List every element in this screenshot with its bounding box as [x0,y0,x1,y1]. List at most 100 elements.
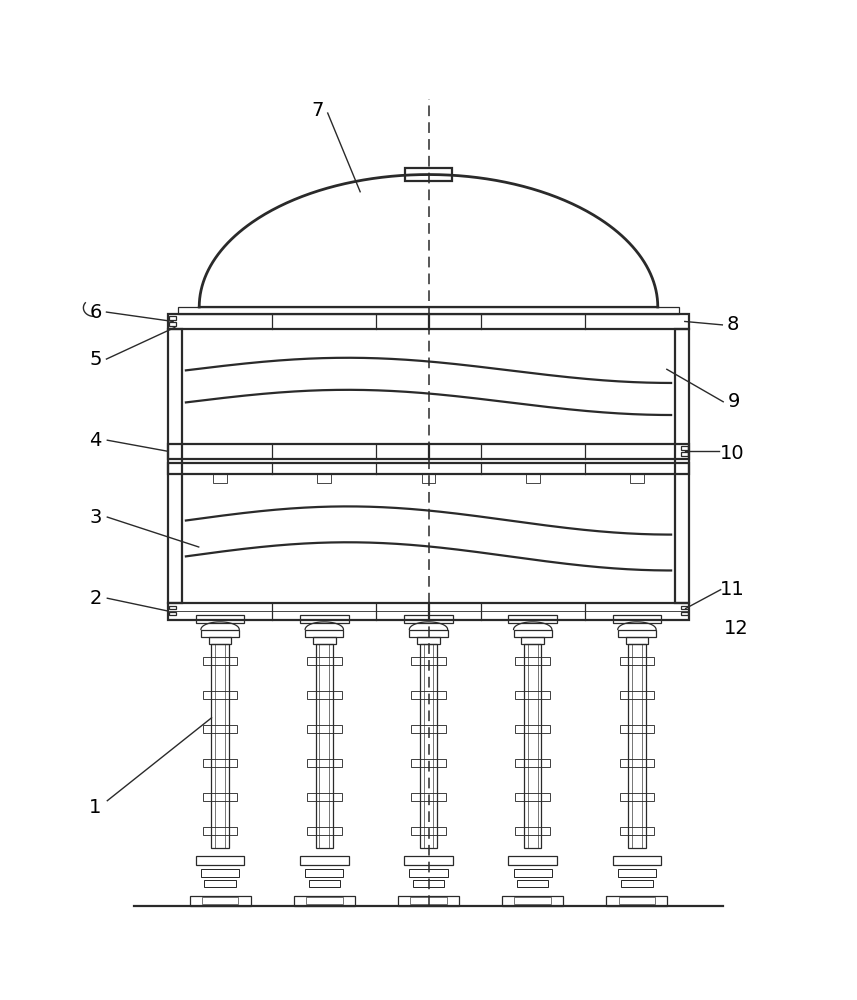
Bar [681,446,688,450]
Bar [526,474,540,483]
Bar [411,691,446,699]
Text: 3: 3 [89,508,101,527]
Bar [620,827,655,835]
Text: 11: 11 [720,580,745,599]
Bar [213,474,227,483]
Bar [405,168,452,181]
Bar [195,856,244,865]
Bar [420,644,437,848]
Bar [515,691,550,699]
Bar [212,644,229,848]
Bar [305,869,344,877]
Bar [307,725,342,733]
Bar [613,856,662,865]
Bar [317,474,331,483]
Bar [169,322,176,326]
Bar [521,637,544,644]
Bar [508,856,557,865]
Bar [307,657,342,665]
Bar [681,612,688,615]
Bar [515,725,550,733]
Bar [209,637,231,644]
Bar [620,691,655,699]
Bar [411,827,446,835]
Bar [201,897,238,904]
Text: 6: 6 [89,303,101,322]
Bar [619,897,656,904]
Bar [675,329,689,603]
Bar [513,869,552,877]
Bar [307,691,342,699]
Bar [607,896,668,906]
Bar [305,630,344,637]
Text: 10: 10 [720,444,745,463]
Text: 1: 1 [89,798,101,817]
Bar [628,644,645,848]
Bar [620,725,655,733]
Bar [411,897,446,904]
Text: 2: 2 [89,589,101,608]
Bar [681,606,688,609]
Bar [515,657,550,665]
Bar [417,637,440,644]
Bar [524,644,542,848]
Bar [168,463,689,474]
Bar [168,444,689,459]
Bar [307,793,342,801]
Bar [515,759,550,767]
Bar [168,314,689,329]
Bar [681,452,688,456]
Bar [411,725,446,733]
Bar [398,896,459,906]
Bar [630,474,644,483]
Bar [515,827,550,835]
Bar [502,896,563,906]
Bar [202,827,237,835]
Bar [307,827,342,835]
Bar [405,856,452,865]
Bar [620,759,655,767]
Text: 7: 7 [311,101,324,120]
Bar [508,615,557,623]
Bar [307,759,342,767]
Bar [309,880,340,887]
Bar [204,880,236,887]
Bar [626,637,648,644]
Text: 8: 8 [727,315,739,334]
Bar [411,657,446,665]
Bar [178,307,679,314]
Bar [411,759,446,767]
Bar [411,793,446,801]
Bar [169,606,176,609]
Bar [294,896,355,906]
Bar [618,869,656,877]
Bar [517,880,548,887]
Bar [300,856,349,865]
Bar [410,630,447,637]
Bar [621,880,653,887]
Bar [620,793,655,801]
Bar [201,869,239,877]
Bar [513,630,552,637]
Bar [410,869,447,877]
Text: 4: 4 [89,431,101,450]
Bar [620,657,655,665]
Bar [195,615,244,623]
Bar [168,329,182,603]
Bar [515,793,550,801]
Bar [613,615,662,623]
Bar [514,897,551,904]
Bar [202,657,237,665]
Bar [201,630,239,637]
Bar [405,615,452,623]
Bar [313,637,336,644]
Bar [422,474,435,483]
Text: 12: 12 [723,619,748,638]
Bar [315,644,333,848]
Text: 5: 5 [89,350,102,369]
Bar [202,725,237,733]
Bar [189,896,250,906]
Bar [202,691,237,699]
Bar [169,612,176,615]
Bar [300,615,349,623]
